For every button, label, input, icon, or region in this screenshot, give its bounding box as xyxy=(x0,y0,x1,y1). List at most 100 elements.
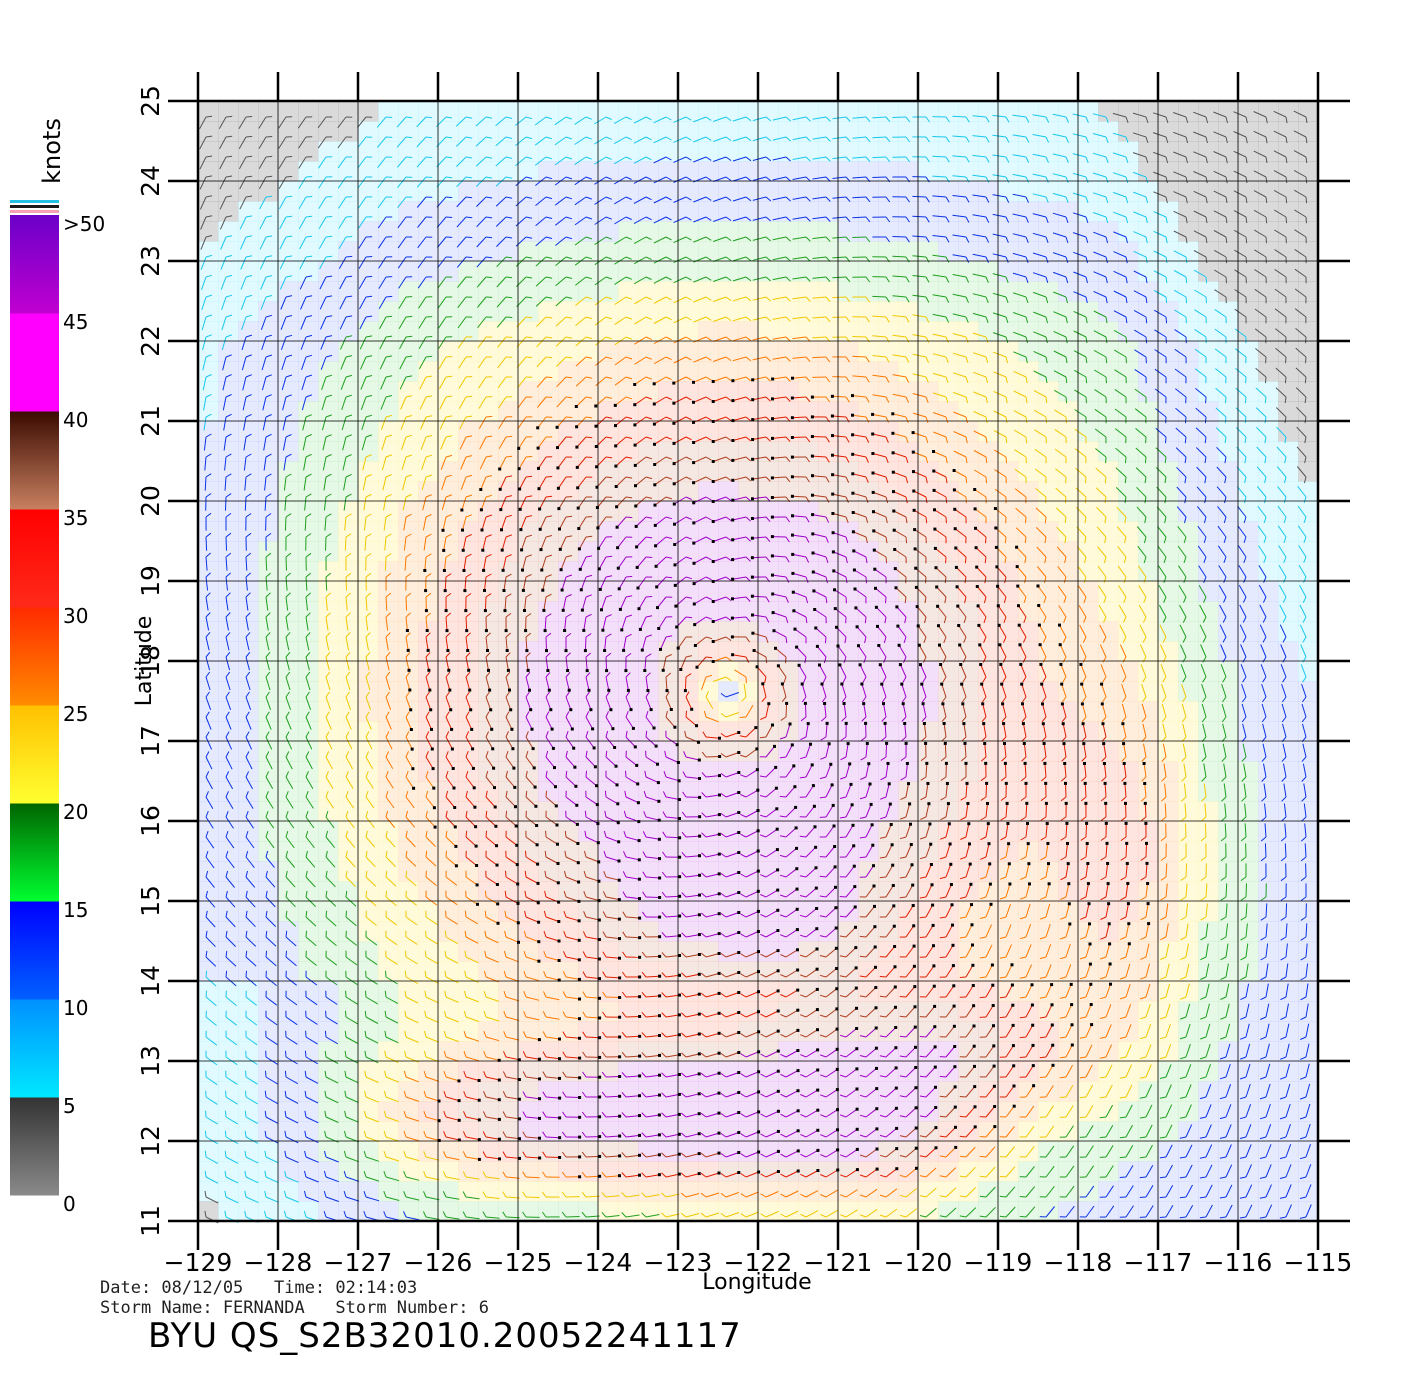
speed-cell xyxy=(358,641,379,662)
speed-cell xyxy=(1158,821,1179,842)
speed-cell xyxy=(398,721,419,742)
speed-cell xyxy=(318,1001,339,1022)
speed-cell xyxy=(1018,441,1039,462)
speed-cell xyxy=(338,681,359,702)
speed-cell xyxy=(1138,881,1159,902)
speed-cell xyxy=(998,841,1019,862)
speed-cell xyxy=(1278,501,1299,522)
speed-cell xyxy=(638,421,659,442)
wind-barb xyxy=(284,516,287,531)
speed-cell xyxy=(578,1141,599,1162)
barb-marker xyxy=(477,1098,481,1102)
speed-cell xyxy=(1178,321,1199,342)
speed-cell xyxy=(658,1121,679,1142)
wind-barb-flag xyxy=(385,890,387,898)
speed-cell xyxy=(218,361,239,382)
speed-cell xyxy=(358,221,379,242)
speed-cell xyxy=(1138,1181,1159,1202)
speed-cell xyxy=(1298,401,1319,422)
speed-cell xyxy=(898,601,919,622)
speed-cell xyxy=(1178,681,1199,702)
speed-cell xyxy=(238,661,259,682)
speed-cell xyxy=(1138,361,1159,382)
speed-cell xyxy=(438,221,459,242)
speed-cell xyxy=(318,641,339,662)
speed-cell xyxy=(1118,141,1139,162)
speed-cell xyxy=(718,681,739,702)
speed-cell xyxy=(1298,501,1319,522)
speed-cell xyxy=(278,521,299,542)
speed-cell xyxy=(518,1041,539,1062)
speed-cell xyxy=(918,281,939,302)
speed-cell xyxy=(938,261,959,282)
speed-cell xyxy=(338,461,359,482)
speed-cell xyxy=(998,601,1019,622)
speed-cell xyxy=(998,421,1019,442)
speed-cell xyxy=(1218,761,1239,782)
speed-cell xyxy=(938,321,959,342)
speed-cell xyxy=(298,361,319,382)
speed-cell xyxy=(678,581,699,602)
speed-cell xyxy=(718,401,739,422)
barb-marker xyxy=(491,747,495,751)
speed-cell xyxy=(258,341,279,362)
speed-cell xyxy=(278,1141,299,1162)
barb-marker xyxy=(479,508,483,512)
speed-cell xyxy=(1178,881,1199,902)
speed-cell xyxy=(238,981,259,1002)
speed-cell xyxy=(1158,141,1179,162)
speed-cell xyxy=(1058,641,1079,662)
speed-cell xyxy=(438,1121,459,1142)
speed-cell xyxy=(658,621,679,642)
speed-cell xyxy=(698,181,719,202)
speed-cell xyxy=(878,121,899,142)
wind-barb-flag xyxy=(285,1050,287,1058)
speed-cell xyxy=(958,721,979,742)
speed-cell xyxy=(798,1141,819,1162)
speed-cell xyxy=(198,281,219,302)
speed-cell xyxy=(1198,161,1219,182)
speed-cell xyxy=(1158,101,1179,122)
speed-cell xyxy=(1158,681,1179,702)
speed-cell xyxy=(338,1101,359,1122)
barb-marker xyxy=(497,1137,501,1141)
speed-cell xyxy=(818,1121,839,1142)
speed-cell xyxy=(1238,541,1259,562)
speed-cell xyxy=(1138,641,1159,662)
speed-cell xyxy=(358,101,379,122)
speed-cell xyxy=(1138,181,1159,202)
speed-cell xyxy=(698,381,719,402)
speed-cell xyxy=(458,921,479,942)
speed-cell xyxy=(718,421,739,442)
speed-cell xyxy=(1098,861,1119,882)
speed-cell xyxy=(718,561,739,582)
speed-cell xyxy=(1278,341,1299,362)
speed-cell xyxy=(818,581,839,602)
speed-cell xyxy=(1178,181,1199,202)
speed-cell xyxy=(958,481,979,502)
speed-cell xyxy=(758,421,779,442)
speed-cell xyxy=(958,501,979,522)
speed-cell xyxy=(558,1081,579,1102)
speed-cell xyxy=(778,181,799,202)
speed-cell xyxy=(458,601,479,622)
speed-cell xyxy=(338,521,359,542)
speed-cell xyxy=(418,181,439,202)
speed-cell xyxy=(838,821,859,842)
speed-cell xyxy=(1058,781,1079,802)
speed-cell xyxy=(1138,141,1159,162)
speed-cell xyxy=(238,101,259,122)
speed-cell xyxy=(578,941,599,962)
speed-cell xyxy=(478,781,499,802)
speed-cell xyxy=(1038,221,1059,242)
speed-cell xyxy=(1258,401,1279,422)
speed-cell xyxy=(478,1021,499,1042)
speed-cell xyxy=(218,321,239,342)
speed-cell xyxy=(378,1101,399,1122)
speed-cell xyxy=(378,561,399,582)
speed-cell xyxy=(658,1061,679,1082)
speed-cell xyxy=(558,861,579,882)
speed-cell xyxy=(218,601,239,622)
speed-cell xyxy=(618,1041,639,1062)
speed-cell xyxy=(298,701,319,722)
